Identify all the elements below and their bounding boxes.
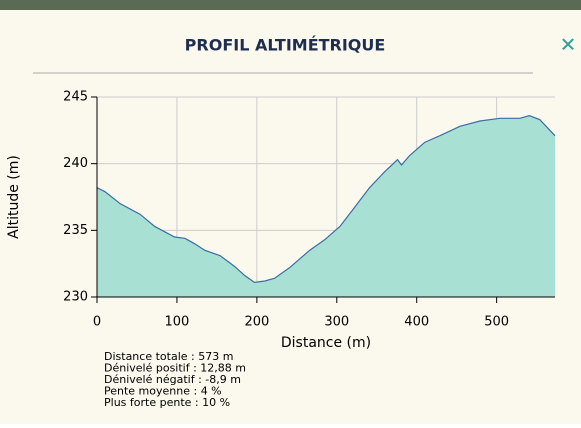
x-tick-label: 500 (484, 315, 509, 330)
x-axis-label: Distance (m) (281, 335, 371, 351)
y-tick-label: 235 (63, 223, 88, 238)
map-strip (0, 0, 581, 10)
x-tick-label: 0 (93, 315, 101, 330)
x-tick-label: 100 (165, 315, 190, 330)
stat-line: Plus forte pente : 10 % (104, 396, 230, 409)
x-tick-label: 200 (244, 315, 269, 330)
page: PROFIL ALTIMÉTRIQUE ✕ 230 235 240 245 0 100 20… (0, 0, 581, 424)
title: PROFIL ALTIMÉTRIQUE (185, 36, 386, 55)
x-tick-label: 300 (324, 315, 349, 330)
y-tick-label: 240 (63, 156, 88, 171)
panel: PROFIL ALTIMÉTRIQUE ✕ 230 235 240 245 0 100 20… (0, 0, 581, 424)
x-tick-label: 400 (404, 315, 429, 330)
y-tick-label: 230 (63, 290, 88, 305)
close-button[interactable]: ✕ (560, 33, 577, 57)
y-tick-label: 245 (63, 90, 88, 105)
y-axis-label: Altitude (m) (6, 155, 22, 239)
